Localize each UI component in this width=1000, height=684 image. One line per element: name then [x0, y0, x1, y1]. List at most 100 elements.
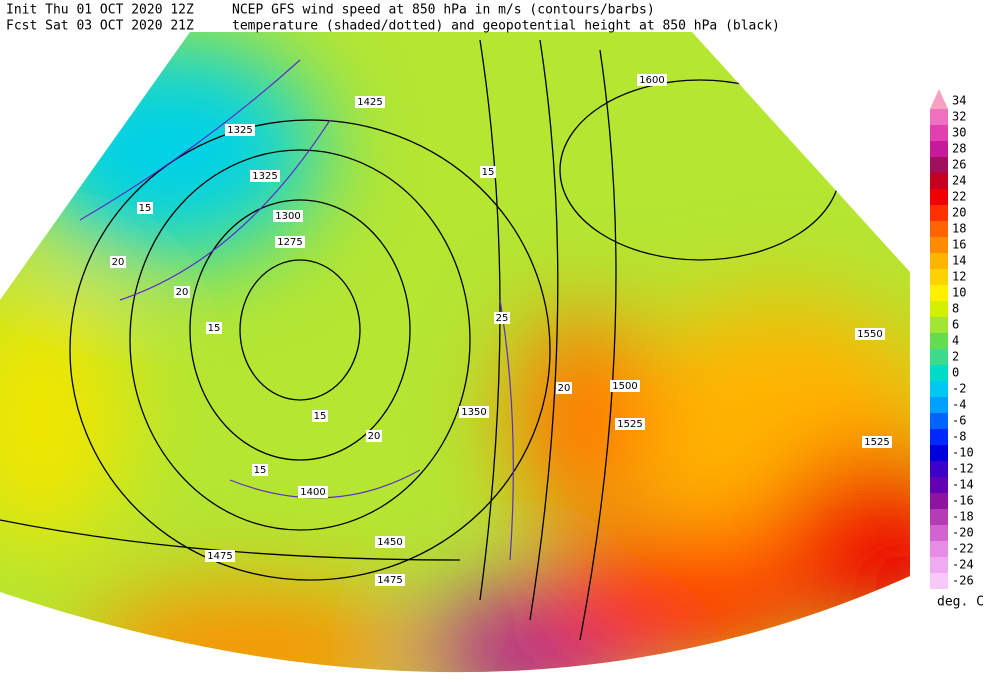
colorbar-box [930, 541, 948, 557]
colorbar-box [930, 237, 948, 253]
colorbar-label: 18 [952, 222, 966, 236]
colorbar-unit: deg. C [937, 595, 984, 610]
wind-label: 15 [254, 465, 267, 476]
colorbar-label: 20 [952, 206, 966, 220]
label-bg [459, 406, 489, 418]
colorbar-box [930, 269, 948, 285]
label-bg [355, 96, 385, 108]
colorbar-label: 32 [952, 110, 966, 124]
colorbar-box [930, 285, 948, 301]
colorbar-label: 12 [952, 270, 966, 284]
colorbar-label: -26 [952, 574, 974, 588]
label-bg [110, 256, 126, 268]
init-label: Init Thu 01 OCT 2020 12Z [6, 3, 194, 18]
label-bg [610, 380, 640, 392]
label-bg [637, 74, 667, 86]
label-bg [375, 536, 405, 548]
colorbar-label: 6 [952, 318, 959, 332]
height-label: 1300 [275, 211, 300, 222]
colorbar-box [930, 509, 948, 525]
colorbar-label: -22 [952, 542, 974, 556]
height-label: 1475 [207, 551, 232, 562]
colorbar-arrow [930, 89, 948, 109]
height-label: 1325 [227, 125, 252, 136]
label-bg [137, 202, 153, 214]
height-label: 1525 [864, 437, 889, 448]
height-label: 1450 [377, 537, 402, 548]
colorbar-box [930, 109, 948, 125]
height-label: 1275 [277, 237, 302, 248]
colorbar-label: 22 [952, 190, 966, 204]
label-bg [480, 166, 496, 178]
colorbar-box [930, 317, 948, 333]
colorbar-box [930, 573, 948, 589]
colorbar-label: -6 [952, 414, 966, 428]
wind-label: 20 [368, 431, 381, 442]
colorbar-label: 4 [952, 334, 959, 348]
colorbar-box [930, 157, 948, 173]
label-bg [273, 210, 303, 222]
title-line: NCEP GFS wind speed at 850 hPa in m/s (c… [232, 3, 655, 18]
colorbar-box [930, 253, 948, 269]
height-label: 1600 [639, 75, 664, 86]
colorbar-label: 24 [952, 174, 966, 188]
wind-label: 20 [176, 287, 189, 298]
colorbar-box [930, 557, 948, 573]
label-bg [494, 312, 510, 324]
label-bg [556, 382, 572, 394]
label-bg [855, 328, 885, 340]
colorbar-box [930, 125, 948, 141]
colorbar-box [930, 301, 948, 317]
colorbar-box [930, 445, 948, 461]
wind-label: 20 [112, 257, 125, 268]
wind-label: 25 [496, 313, 509, 324]
colorbar-box [930, 429, 948, 445]
colorbar-label: -10 [952, 446, 974, 460]
label-bg [252, 464, 268, 476]
colorbar-label: 8 [952, 302, 959, 316]
colorbar-box [930, 365, 948, 381]
label-bg [312, 410, 328, 422]
wind-label: 20 [558, 383, 571, 394]
colorbar-box [930, 525, 948, 541]
label-bg [206, 322, 222, 334]
colorbar-box [930, 397, 948, 413]
colorbar-label: 16 [952, 238, 966, 252]
colorbar-label: 10 [952, 286, 966, 300]
colorbar-box [930, 381, 948, 397]
title-line: temperature (shaded/dotted) and geopoten… [232, 19, 780, 34]
colorbar-label: -12 [952, 462, 974, 476]
colorbar-label: -16 [952, 494, 974, 508]
colorbar-box [930, 333, 948, 349]
label-bg [275, 236, 305, 248]
colorbar-label: -20 [952, 526, 974, 540]
label-bg [375, 574, 405, 586]
height-label: 1350 [461, 407, 486, 418]
colorbar-box [930, 189, 948, 205]
height-label: 1550 [857, 329, 882, 340]
wind-label: 15 [139, 203, 152, 214]
colorbar-box [930, 461, 948, 477]
colorbar-label: 34 [952, 94, 966, 108]
colorbar-label: 2 [952, 350, 959, 364]
wind-label: 15 [208, 323, 221, 334]
label-bg [174, 286, 190, 298]
colorbar-label: -18 [952, 510, 974, 524]
colorbar-box [930, 477, 948, 493]
colorbar-label: 26 [952, 158, 966, 172]
colorbar-label: -14 [952, 478, 974, 492]
label-bg [205, 550, 235, 562]
colorbar-box [930, 141, 948, 157]
label-bg [615, 418, 645, 430]
colorbar-label: -24 [952, 558, 974, 572]
wind-label: 15 [482, 167, 495, 178]
label-bg [250, 170, 280, 182]
colorbar-label: 30 [952, 126, 966, 140]
label-bg [366, 430, 382, 442]
fcst-label: Fcst Sat 03 OCT 2020 21Z [6, 19, 194, 34]
label-bg [298, 486, 328, 498]
colorbar-box [930, 493, 948, 509]
colorbar-label: 14 [952, 254, 966, 268]
